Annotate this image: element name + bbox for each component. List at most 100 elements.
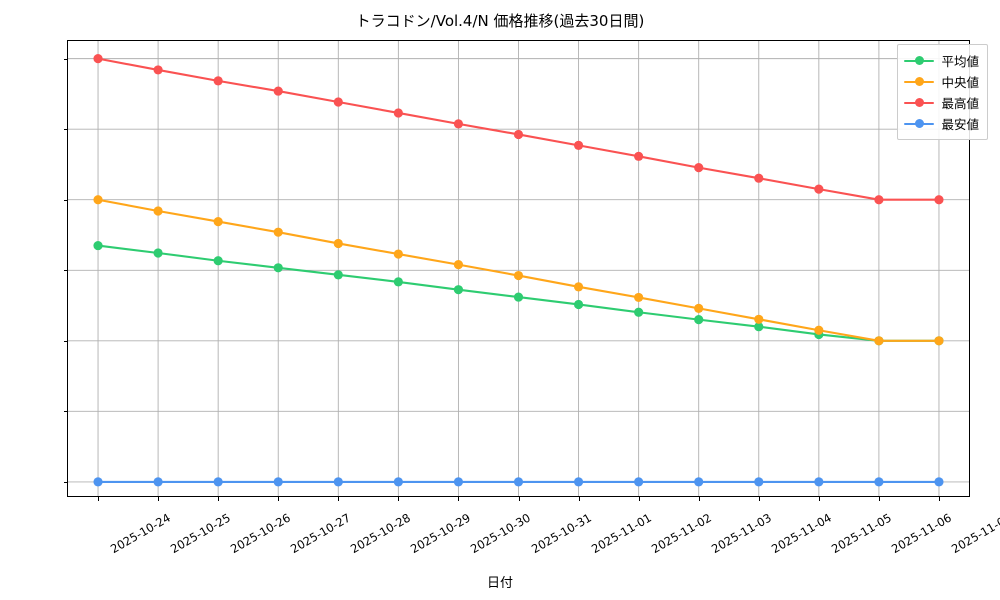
data-point-marker	[153, 477, 163, 487]
x-tick-label: 2025-10-27	[288, 510, 354, 557]
data-point-marker	[694, 163, 704, 173]
x-tick-mark	[638, 496, 640, 501]
y-tick-mark	[63, 199, 68, 201]
y-tick-mark	[63, 270, 68, 272]
x-tick-mark	[698, 496, 700, 501]
series-line-2	[96, 57, 941, 201]
x-tick-mark	[398, 496, 400, 501]
x-tick-mark	[518, 496, 520, 501]
x-tick-label: 2025-11-03	[708, 510, 774, 557]
x-tick-mark	[818, 496, 820, 501]
data-point-marker	[333, 270, 343, 280]
data-point-marker	[814, 477, 824, 487]
x-tick-mark	[938, 496, 940, 501]
x-tick-mark	[218, 496, 220, 501]
data-point-marker	[393, 477, 403, 487]
data-point-marker	[934, 477, 944, 487]
legend-label: 中央値	[941, 75, 979, 90]
legend-item-3[interactable]: 最安値	[904, 113, 979, 134]
data-point-marker	[153, 206, 163, 216]
data-point-marker	[874, 195, 884, 205]
y-tick-mark	[63, 340, 68, 342]
data-point-marker	[754, 173, 764, 183]
x-tick-label: 2025-11-04	[768, 510, 834, 557]
data-point-marker	[93, 240, 103, 251]
x-tick-mark	[578, 496, 580, 501]
data-point-marker	[754, 477, 764, 487]
data-point-marker	[453, 477, 464, 487]
x-tick-mark	[458, 496, 460, 501]
data-point-marker	[213, 216, 223, 227]
chart-title: トラコドン/Vol.4/N 価格推移(過去30日間)	[355, 12, 645, 30]
series-line-1	[96, 198, 941, 342]
x-tick-label: 2025-10-30	[468, 510, 534, 557]
data-point-marker	[814, 325, 824, 335]
legend-item-2[interactable]: 最高値	[904, 92, 979, 113]
x-tick-label: 2025-11-01	[588, 510, 654, 557]
x-tick-label: 2025-11-05	[828, 510, 894, 557]
y-tick-mark	[63, 129, 68, 131]
data-point-marker	[213, 477, 223, 487]
data-point-marker	[573, 140, 584, 151]
y-tick-mark	[63, 481, 68, 483]
data-point-marker	[754, 322, 764, 332]
data-point-marker	[874, 336, 884, 346]
data-point-marker	[273, 477, 283, 487]
x-tick-mark	[878, 496, 880, 501]
data-point-marker	[634, 292, 644, 303]
x-tick-mark	[98, 496, 100, 501]
data-point-marker	[333, 97, 343, 107]
legend-color-swatch	[904, 75, 935, 89]
data-point-marker	[694, 477, 704, 487]
data-point-marker	[634, 151, 644, 161]
data-point-marker	[93, 477, 103, 487]
data-point-marker	[393, 108, 403, 118]
data-point-marker	[213, 256, 223, 266]
data-point-marker	[453, 119, 464, 129]
legend-color-swatch	[904, 117, 935, 131]
data-point-marker	[333, 238, 343, 249]
x-tick-mark	[758, 496, 760, 501]
legend-label: 最高値	[941, 96, 979, 111]
data-point-marker	[153, 65, 163, 75]
x-tick-label: 2025-11-07	[948, 510, 1000, 557]
legend-item-0[interactable]: 平均値	[904, 50, 979, 71]
data-point-marker	[573, 477, 584, 487]
data-point-marker	[694, 315, 704, 325]
data-point-marker	[393, 277, 403, 287]
legend-item-1[interactable]: 中央値	[904, 71, 979, 92]
x-tick-label: 2025-10-25	[168, 510, 233, 557]
data-point-marker	[273, 86, 283, 96]
data-point-marker	[934, 195, 944, 205]
x-tick-label: 2025-10-29	[408, 510, 474, 557]
x-tick-label: 2025-10-31	[528, 510, 594, 557]
data-point-marker	[393, 249, 403, 259]
x-tick-mark	[278, 496, 280, 501]
data-point-marker	[213, 76, 223, 86]
x-tick-mark	[338, 496, 340, 501]
x-tick-mark	[158, 496, 160, 501]
data-point-marker	[573, 282, 584, 292]
x-tick-label: 2025-10-26	[228, 510, 294, 557]
y-tick-mark	[63, 411, 68, 413]
data-point-marker	[874, 477, 884, 487]
data-point-marker	[814, 184, 824, 194]
y-tick-mark	[63, 58, 68, 60]
data-point-marker	[93, 195, 103, 205]
data-point-marker	[153, 248, 163, 258]
x-tick-label: 2025-10-28	[348, 510, 414, 557]
data-point-marker	[273, 263, 283, 273]
legend-label: 最安値	[941, 117, 979, 132]
x-tick-label: 2025-10-24	[108, 510, 173, 557]
data-point-marker	[93, 54, 103, 64]
data-point-marker	[273, 227, 283, 237]
data-point-marker	[573, 299, 584, 310]
x-tick-label: 2025-11-02	[648, 510, 714, 557]
data-point-marker	[513, 129, 524, 140]
legend-color-swatch	[904, 54, 935, 68]
data-point-marker	[634, 307, 644, 317]
data-series-layer	[93, 54, 944, 487]
plot-area: 801001201401601802002025-10-242025-10-25…	[63, 40, 1000, 556]
data-point-marker	[513, 270, 524, 281]
